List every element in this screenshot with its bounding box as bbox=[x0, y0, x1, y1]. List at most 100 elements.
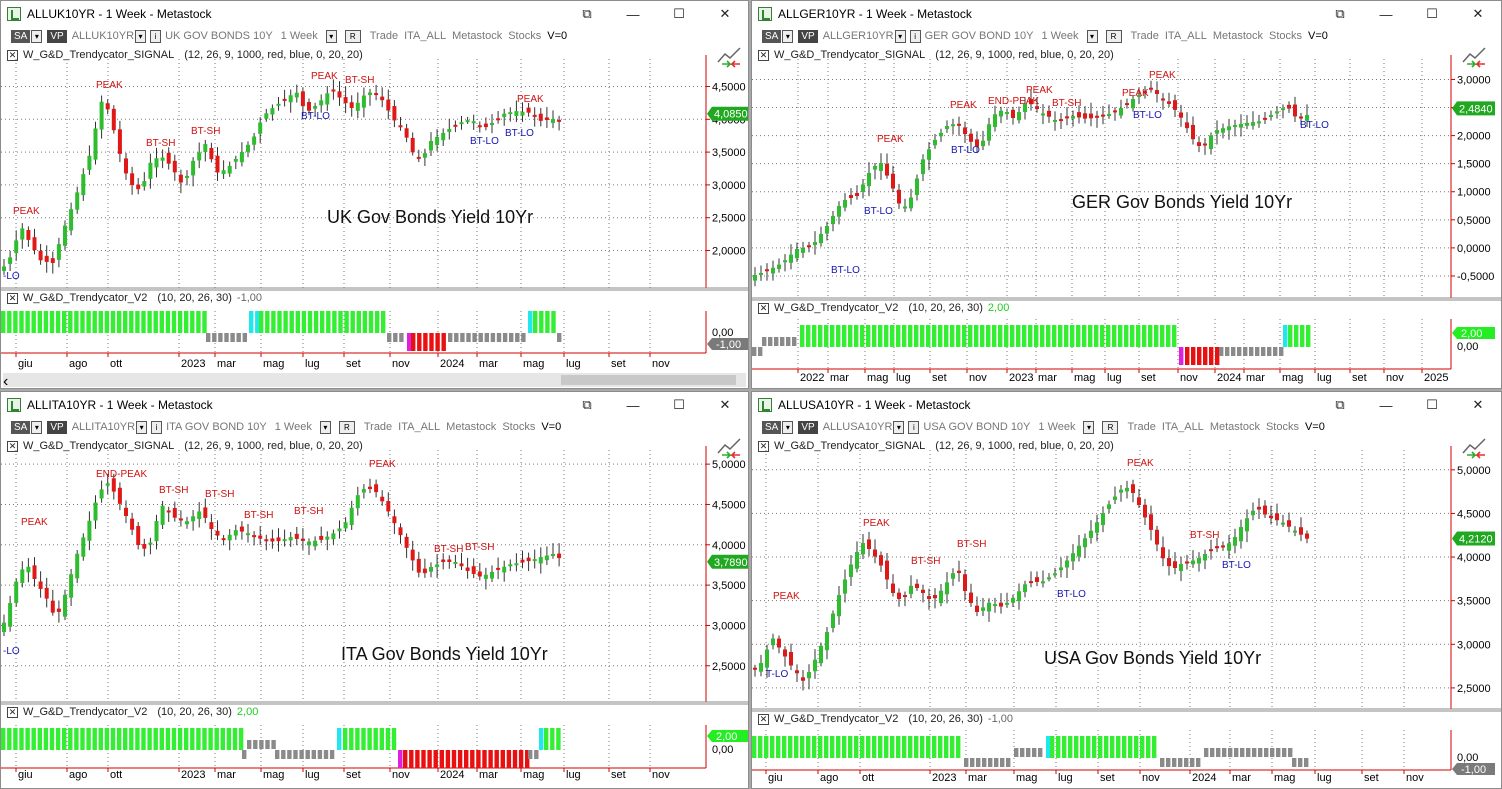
sa-dropdown-icon[interactable]: ▾ bbox=[782, 420, 794, 434]
maximize-icon[interactable]: ☐ bbox=[1426, 6, 1438, 21]
chart-window-uk[interactable]: ALLUK10YR - 1 Week - Metastock ⧉ — ☐ ✕ SA ▾ VP A… bbox=[0, 0, 749, 389]
toolbar-trade[interactable]: Trade bbox=[1127, 421, 1156, 433]
trend-bar bbox=[1304, 758, 1309, 767]
symbol-dropdown-icon[interactable]: ▾ bbox=[894, 29, 906, 43]
remove-indicator-icon[interactable]: ✕ bbox=[7, 440, 18, 452]
window-titlebar[interactable]: ALLUSA10YR - 1 Week - Metastock ⧉ — ☐ ✕ bbox=[752, 392, 1501, 418]
toolbar-trade[interactable]: Trade bbox=[369, 30, 399, 42]
symbol-dropdown-icon[interactable]: ▾ bbox=[136, 420, 148, 434]
trend-indicator-label[interactable]: ✕ W_G&D_Trendycator_V2 (10, 20, 26, 30) 2,0… bbox=[7, 706, 258, 718]
close-icon[interactable]: ✕ bbox=[1472, 6, 1484, 21]
symbol-field[interactable]: ALLUSA10YR bbox=[822, 421, 893, 433]
window-titlebar[interactable]: ALLUK10YR - 1 Week - Metastock ⧉ — ☐ ✕ bbox=[1, 1, 748, 27]
signal-indicator-label[interactable]: ✕ W_G&D_Trendycator_SIGNAL (12, 26, 9, 100… bbox=[758, 440, 1114, 452]
symbol-dropdown-icon[interactable]: ▾ bbox=[135, 29, 147, 43]
chart-type-icon[interactable] bbox=[717, 438, 741, 459]
close-icon[interactable]: ✕ bbox=[1472, 397, 1484, 412]
close-icon[interactable]: ✕ bbox=[719, 397, 731, 412]
restore-window-icon[interactable]: ⧉ bbox=[1335, 397, 1345, 412]
symbol-field[interactable]: ALLITA10YR bbox=[71, 421, 136, 433]
sa-button[interactable]: SA bbox=[11, 29, 31, 43]
price-chart[interactable]: 5,0000 4,5000 4,0000 3,5000 3,0000 2,5000 PEAK… bbox=[1, 392, 749, 789]
toolbar-trade[interactable]: Trade bbox=[1130, 30, 1159, 42]
trend-indicator-label[interactable]: ✕ W_G&D_Trendycator_V2 (10, 20, 26, 30) -1,… bbox=[7, 292, 262, 304]
period-dropdown-icon[interactable]: ▾ bbox=[325, 29, 337, 43]
close-icon[interactable]: ✕ bbox=[719, 6, 731, 21]
minimize-icon[interactable]: — bbox=[1379, 6, 1393, 22]
trend-last-label: 2,00 bbox=[716, 731, 737, 743]
maximize-icon[interactable]: ☐ bbox=[673, 6, 685, 21]
toolbar-trade[interactable]: Trade bbox=[363, 421, 393, 433]
info-icon[interactable]: i bbox=[150, 29, 162, 43]
remove-indicator-icon[interactable]: ✕ bbox=[758, 302, 769, 314]
trend-bar bbox=[551, 311, 556, 333]
trend-bar bbox=[490, 333, 496, 342]
period-dropdown-icon[interactable]: ▾ bbox=[1086, 29, 1098, 43]
trend-indicator-label[interactable]: ✕ W_G&D_Trendycator_V2 (10, 20, 26, 30) 2,0… bbox=[758, 302, 1009, 314]
sa-dropdown-icon[interactable]: ▾ bbox=[31, 29, 43, 43]
chart-type-icon[interactable] bbox=[1462, 47, 1486, 68]
remove-indicator-icon[interactable]: ✕ bbox=[758, 49, 769, 61]
remove-indicator-icon[interactable]: ✕ bbox=[7, 49, 18, 61]
price-chart[interactable]: 5,0000 4,5000 4,0000 3,5000 3,0000 2,5000 PEAK… bbox=[752, 392, 1502, 789]
period-field[interactable]: 1 Week bbox=[274, 421, 312, 433]
chart-type-icon[interactable] bbox=[717, 47, 741, 68]
sa-dropdown-icon[interactable]: ▾ bbox=[31, 420, 43, 434]
trend-bar bbox=[1130, 325, 1135, 347]
vp-button[interactable]: VP bbox=[798, 29, 818, 43]
minimize-icon[interactable]: — bbox=[626, 397, 640, 413]
remove-indicator-icon[interactable]: ✕ bbox=[758, 713, 769, 725]
trend-indicator-label[interactable]: ✕ W_G&D_Trendycator_V2 (10, 20, 26, 30) -1,… bbox=[758, 713, 1013, 725]
remove-indicator-icon[interactable]: ✕ bbox=[7, 706, 18, 718]
signal-indicator-label[interactable]: ✕ W_G&D_Trendycator_SIGNAL (12, 26, 9, 100… bbox=[7, 49, 363, 61]
r-button[interactable]: R bbox=[1105, 29, 1122, 43]
info-icon[interactable]: i bbox=[908, 420, 920, 434]
chart-window-usa[interactable]: ALLUSA10YR - 1 Week - Metastock ⧉ — ☐ ✕ SA ▾ VP… bbox=[751, 391, 1502, 789]
restore-window-icon[interactable]: ⧉ bbox=[582, 397, 592, 412]
remove-indicator-icon[interactable]: ✕ bbox=[758, 440, 769, 452]
period-field[interactable]: 1 Week bbox=[1038, 421, 1076, 433]
period-dropdown-icon[interactable]: ▾ bbox=[1083, 420, 1095, 434]
chart-window-ita[interactable]: ALLITA10YR - 1 Week - Metastock ⧉ — ☐ ✕ SA ▾ VP… bbox=[0, 391, 749, 789]
scrollbar-thumb[interactable] bbox=[561, 375, 736, 385]
remove-indicator-icon[interactable]: ✕ bbox=[7, 292, 18, 304]
candle-bull bbox=[837, 595, 841, 617]
maximize-icon[interactable]: ☐ bbox=[1426, 397, 1438, 412]
r-button[interactable]: R bbox=[1102, 420, 1119, 434]
period-field[interactable]: 1 Week bbox=[1041, 30, 1079, 42]
horizontal-scrollbar[interactable]: ‹ bbox=[3, 373, 746, 389]
signal-indicator-label[interactable]: ✕ W_G&D_Trendycator_SIGNAL (12, 26, 9, 100… bbox=[758, 49, 1114, 61]
restore-window-icon[interactable]: ⧉ bbox=[582, 6, 592, 21]
period-dropdown-icon[interactable]: ▾ bbox=[319, 420, 331, 434]
price-tick-label: 4,5000 bbox=[712, 82, 746, 94]
period-field[interactable]: 1 Week bbox=[280, 30, 318, 42]
vp-button[interactable]: VP bbox=[47, 420, 67, 434]
sa-dropdown-icon[interactable]: ▾ bbox=[782, 29, 794, 43]
info-icon[interactable]: i bbox=[909, 29, 921, 43]
r-button[interactable]: R bbox=[338, 420, 355, 434]
sa-button[interactable]: SA bbox=[762, 420, 782, 434]
symbol-field[interactable]: ALLUK10YR bbox=[71, 30, 135, 42]
window-titlebar[interactable]: ALLITA10YR - 1 Week - Metastock ⧉ — ☐ ✕ bbox=[1, 392, 748, 418]
trend-bar bbox=[55, 728, 61, 750]
minimize-icon[interactable]: — bbox=[626, 6, 640, 22]
chart-window-ger[interactable]: ALLGER10YR - 1 Week - Metastock ⧉ — ☐ ✕ SA ▾ VP… bbox=[751, 0, 1502, 389]
symbol-field[interactable]: ALLGER10YR bbox=[822, 30, 894, 42]
vp-button[interactable]: VP bbox=[47, 29, 67, 43]
minimize-icon[interactable]: — bbox=[1379, 397, 1393, 413]
sa-button[interactable]: SA bbox=[762, 29, 782, 43]
vp-button[interactable]: VP bbox=[798, 420, 818, 434]
restore-window-icon[interactable]: ⧉ bbox=[1335, 6, 1345, 21]
sa-button[interactable]: SA bbox=[11, 420, 31, 434]
scroll-left-icon[interactable]: ‹ bbox=[3, 373, 9, 389]
r-button[interactable]: R bbox=[344, 29, 361, 43]
date-tick-label: mar bbox=[217, 769, 236, 781]
symbol-dropdown-icon[interactable]: ▾ bbox=[893, 420, 905, 434]
price-chart[interactable]: 4,50004,00003,50003,00002,50002,0000PEAK… bbox=[1, 1, 749, 389]
info-icon[interactable]: i bbox=[151, 420, 163, 434]
chart-type-icon[interactable] bbox=[1462, 438, 1486, 459]
price-chart[interactable]: 3,00002,50002,00001,50001,00000,50000,00… bbox=[752, 1, 1502, 389]
window-titlebar[interactable]: ALLGER10YR - 1 Week - Metastock ⧉ — ☐ ✕ bbox=[752, 1, 1501, 27]
signal-indicator-label[interactable]: ✕ W_G&D_Trendycator_SIGNAL (12, 26, 9, 100… bbox=[7, 440, 363, 452]
maximize-icon[interactable]: ☐ bbox=[673, 397, 685, 412]
